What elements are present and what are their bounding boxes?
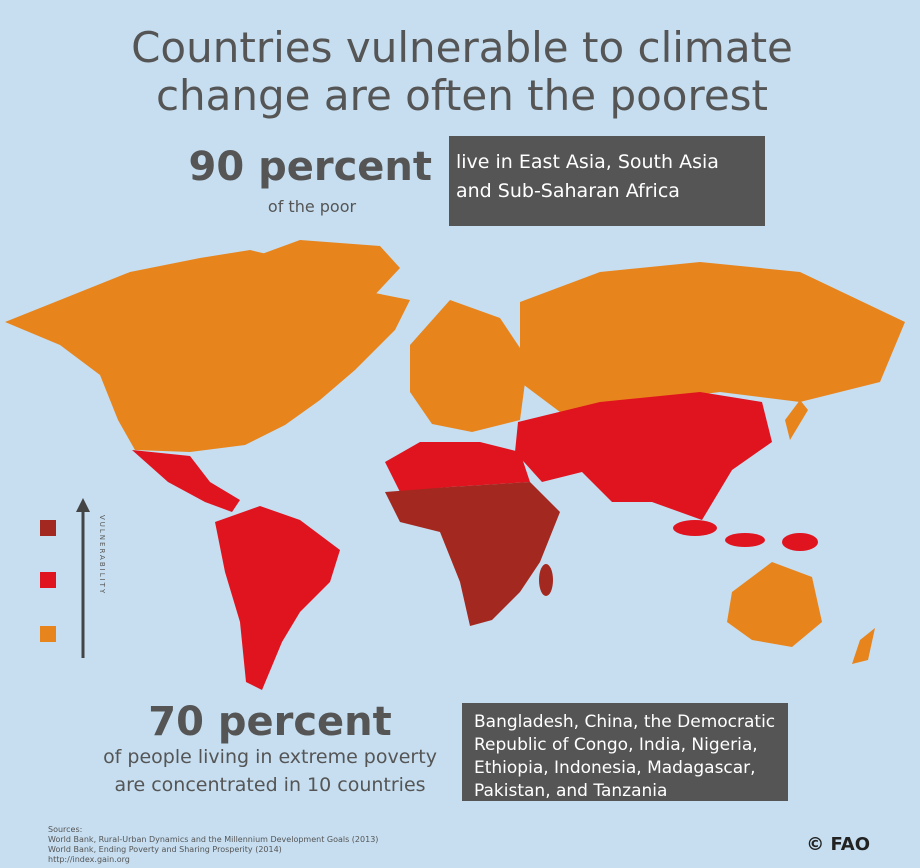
source-line: World Bank, Rural-Urban Dynamics and the… [48, 835, 378, 844]
south-asia [515, 392, 772, 520]
legend-swatch [40, 572, 56, 588]
madagascar [539, 564, 553, 596]
legend-swatch [40, 520, 56, 536]
title-line: change are often the poorest [156, 71, 768, 120]
info-box-text: Pakistan, and Tanzania [474, 781, 667, 801]
greenland [240, 240, 400, 332]
legend-arrowhead [76, 498, 90, 512]
world-map [5, 240, 905, 690]
europe [410, 300, 528, 432]
info-box-text: and Sub-Saharan Africa [456, 180, 680, 202]
title-line: Countries vulnerable to climate [131, 23, 793, 72]
japan [785, 400, 808, 440]
papua [782, 533, 818, 551]
info-box-text: Ethiopia, Indonesia, Madagascar, [474, 758, 756, 778]
sub-saharan-africa [385, 482, 560, 626]
central-america [132, 450, 240, 512]
stat-caption: are concentrated in 10 countries [114, 774, 425, 796]
indonesia [673, 520, 717, 536]
indonesia [725, 533, 765, 547]
south-america [215, 506, 340, 690]
australia [727, 562, 822, 647]
info-box [462, 703, 788, 801]
source-line: World Bank, Ending Poverty and Sharing P… [48, 845, 282, 854]
source-line: http://index.gain.org [48, 855, 130, 864]
stat-figure: 90 percent [188, 144, 432, 190]
north-asia [520, 262, 905, 412]
info-box-text: Republic of Congo, India, Nigeria, [474, 735, 758, 755]
stat-figure: 70 percent [148, 699, 392, 745]
credit: © FAO [806, 834, 870, 855]
source-line: Sources: [48, 825, 82, 834]
legend-swatch [40, 626, 56, 642]
north-africa [385, 442, 530, 492]
stat-caption: of the poor [268, 197, 357, 216]
stat-caption: of people living in extreme poverty [103, 746, 437, 768]
info-box [449, 136, 765, 226]
legend: VULNERABILITY [40, 498, 106, 658]
new-zealand [852, 628, 875, 664]
legend-label: VULNERABILITY [98, 515, 106, 595]
info-box-text: Bangladesh, China, the Democratic [474, 712, 775, 732]
info-box-text: live in East Asia, South Asia [456, 151, 719, 173]
